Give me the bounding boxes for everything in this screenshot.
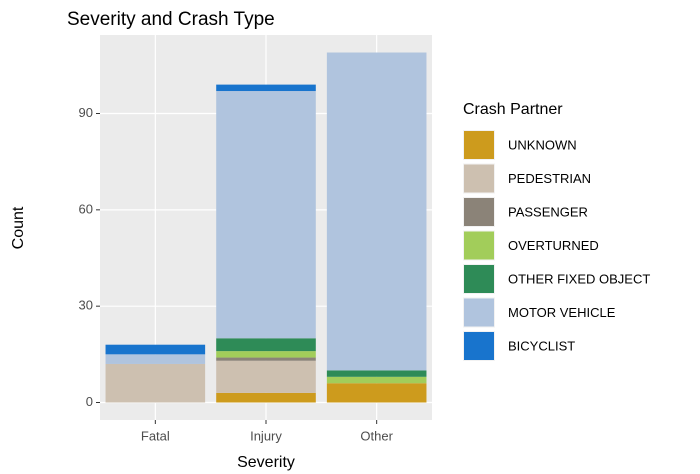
- legend-label: UNKNOWN: [508, 137, 577, 152]
- x-tick-label: Other: [360, 428, 393, 443]
- legend-swatch: [464, 164, 494, 193]
- bar-segment: [216, 360, 316, 393]
- legend-swatch: [464, 198, 494, 226]
- legend-swatch: [464, 231, 494, 260]
- bar-segment: [216, 84, 316, 92]
- bar-segment: [216, 91, 316, 339]
- legend-swatch: [464, 298, 494, 327]
- legend-label: MOTOR VEHICLE: [508, 305, 616, 320]
- bar-segment: [326, 383, 427, 403]
- bar-segment: [326, 370, 427, 377]
- chart-title: Severity and Crash Type: [67, 9, 275, 30]
- y-tick-label: 0: [86, 394, 93, 409]
- legend-title: Crash Partner: [463, 101, 563, 118]
- legend-swatch: [464, 265, 494, 293]
- y-axis-label: Count: [10, 206, 27, 249]
- y-tick-label: 60: [79, 201, 93, 216]
- legend-swatch: [464, 131, 494, 159]
- bar-segment: [216, 357, 316, 361]
- bar-segment: [105, 354, 206, 364]
- legend-label: PEDESTRIAN: [508, 171, 591, 186]
- legend-label: OTHER FIXED OBJECT: [508, 271, 650, 286]
- bar-segment: [326, 52, 427, 371]
- x-tick-label: Fatal: [141, 428, 170, 443]
- bar-segment: [216, 338, 316, 352]
- bar-segment: [216, 392, 316, 403]
- x-tick-label: Injury: [250, 428, 282, 443]
- legend-label: BICYCLIST: [508, 338, 575, 353]
- bar-segment: [105, 363, 206, 403]
- bar-segment: [326, 376, 427, 384]
- bar-segment: [105, 344, 206, 355]
- legend-label: OVERTURNED: [508, 238, 599, 253]
- y-tick-label: 30: [79, 298, 93, 313]
- x-axis-label: Severity: [237, 454, 295, 471]
- legend-swatch: [464, 332, 494, 360]
- legend-label: PASSENGER: [508, 204, 588, 219]
- bar-segment: [216, 351, 316, 358]
- y-tick-label: 90: [79, 105, 93, 120]
